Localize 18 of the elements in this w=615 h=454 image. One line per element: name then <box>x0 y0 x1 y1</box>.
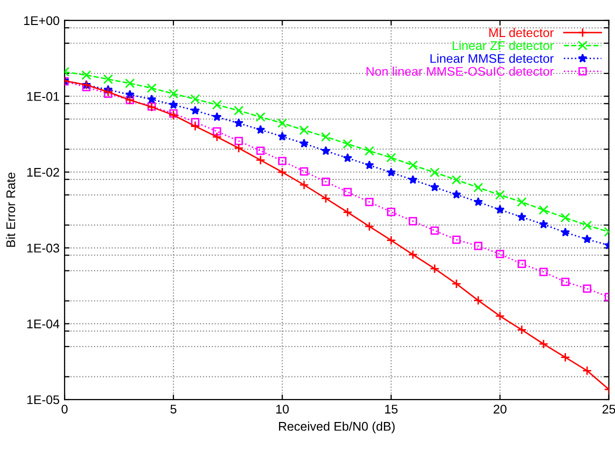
legend-label: Non linear MMSE-OSuIC detector <box>366 66 554 76</box>
y-tick-label: 1E-02 <box>27 168 60 177</box>
x-tick-label: 25 <box>602 404 615 414</box>
y-tick-label: 1E-03 <box>27 244 60 253</box>
x-tick-label: 20 <box>494 404 506 414</box>
legend-label: Linear ZF detector <box>452 40 554 50</box>
y-tick-label: 1E+00 <box>24 16 60 26</box>
x-tick-label: 0 <box>62 404 68 414</box>
legend-label: Linear MMSE detector <box>430 54 554 63</box>
legend-label: ML detector <box>489 28 554 38</box>
x-axis-title: Received Eb/N0 (dB) <box>279 422 395 434</box>
y-tick-label: 1E-04 <box>27 320 60 328</box>
y-axis-title: Bit Error Rate <box>6 172 16 247</box>
y-tick-label: 1E-01 <box>27 92 60 101</box>
x-tick-label: 5 <box>170 404 176 414</box>
x-tick-label: 15 <box>385 404 398 414</box>
y-tick-label: 1E-05 <box>27 395 60 404</box>
x-tick-label: 10 <box>276 404 289 414</box>
